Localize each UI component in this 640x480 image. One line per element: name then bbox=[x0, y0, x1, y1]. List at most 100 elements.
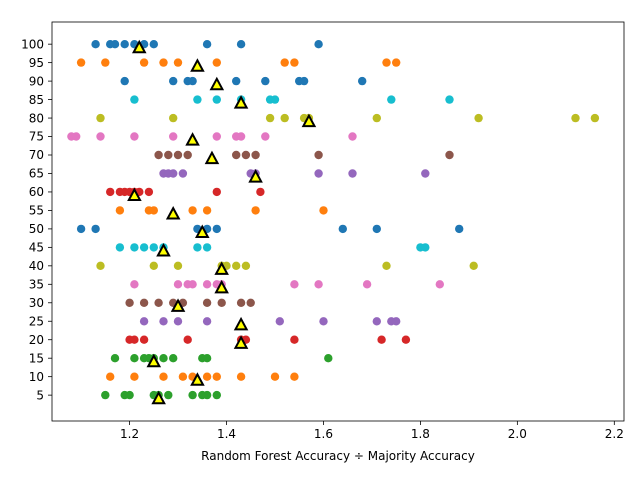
y-tick-label: 80 bbox=[29, 111, 44, 125]
data-point bbox=[173, 261, 183, 270]
mean-marker bbox=[214, 279, 229, 294]
y-axis-ticks: 5 10 15 20 25 30 35 40 45 50 55 60 65 70 75 80 85 90 95 100 bbox=[21, 37, 52, 402]
data-point bbox=[183, 150, 192, 160]
data-point bbox=[76, 224, 86, 234]
data-point bbox=[178, 372, 188, 381]
data-point bbox=[202, 390, 212, 400]
mean-marker bbox=[233, 316, 249, 331]
mean-marker bbox=[151, 390, 166, 405]
data-point bbox=[387, 95, 396, 104]
mean-marker bbox=[185, 132, 200, 146]
data-point bbox=[169, 76, 178, 86]
data-point bbox=[314, 40, 323, 49]
data-point bbox=[474, 113, 483, 123]
data-point bbox=[392, 317, 401, 326]
data-point bbox=[139, 335, 149, 344]
data-point bbox=[236, 132, 246, 141]
data-point bbox=[236, 40, 246, 49]
data-point bbox=[173, 150, 183, 160]
data-point bbox=[169, 354, 178, 363]
data-point bbox=[571, 113, 580, 123]
y-tick-label: 55 bbox=[29, 204, 44, 218]
y-tick-label: 70 bbox=[29, 148, 44, 162]
data-point bbox=[212, 58, 221, 67]
y-tick-label: 50 bbox=[29, 222, 44, 236]
data-point bbox=[169, 113, 178, 123]
data-point bbox=[348, 132, 357, 141]
data-point bbox=[217, 298, 226, 307]
y-tick-label: 95 bbox=[29, 56, 44, 70]
data-point bbox=[106, 187, 115, 197]
y-tick-label: 45 bbox=[29, 241, 44, 255]
data-point bbox=[183, 335, 192, 344]
data-point bbox=[241, 150, 251, 160]
mean-markers bbox=[127, 39, 317, 405]
mean-marker bbox=[170, 298, 186, 312]
data-point bbox=[319, 206, 328, 215]
data-point bbox=[139, 58, 149, 67]
data-point bbox=[212, 372, 221, 381]
mean-marker bbox=[190, 372, 205, 386]
mean-marker bbox=[165, 206, 181, 220]
x-tick-label: 1.4 bbox=[217, 427, 236, 441]
data-point bbox=[377, 335, 386, 344]
data-point bbox=[348, 169, 357, 178]
y-tick-label: 15 bbox=[29, 351, 44, 365]
data-point bbox=[212, 95, 221, 104]
data-point bbox=[130, 95, 139, 104]
data-point bbox=[421, 169, 430, 178]
data-point bbox=[130, 243, 139, 252]
data-point bbox=[314, 150, 323, 160]
data-point bbox=[392, 58, 401, 67]
x-tick-label: 1.2 bbox=[120, 427, 139, 441]
data-point bbox=[149, 206, 158, 215]
data-point bbox=[164, 390, 173, 400]
data-point bbox=[139, 317, 149, 326]
data-point bbox=[401, 335, 411, 344]
data-point bbox=[139, 243, 149, 252]
mean-marker bbox=[204, 150, 220, 165]
mean-marker bbox=[214, 261, 229, 275]
data-point bbox=[280, 58, 289, 67]
data-point bbox=[110, 40, 120, 49]
mean-marker bbox=[233, 335, 249, 349]
data-point bbox=[590, 113, 600, 123]
data-point bbox=[455, 224, 464, 234]
data-point bbox=[202, 280, 212, 289]
data-point bbox=[338, 224, 347, 234]
data-point bbox=[101, 390, 110, 400]
data-points bbox=[67, 40, 600, 400]
data-point bbox=[193, 243, 202, 252]
mean-marker bbox=[156, 242, 171, 257]
y-tick-label: 5 bbox=[36, 388, 44, 402]
data-point bbox=[202, 206, 212, 215]
data-point bbox=[130, 132, 139, 141]
mean-marker bbox=[190, 58, 205, 72]
data-point bbox=[299, 76, 309, 86]
y-tick-label: 20 bbox=[29, 333, 44, 347]
data-point bbox=[202, 40, 212, 49]
data-point bbox=[120, 40, 129, 49]
data-point bbox=[372, 113, 381, 123]
y-tick-label: 90 bbox=[29, 74, 44, 88]
data-point bbox=[202, 372, 212, 381]
y-tick-label: 65 bbox=[29, 167, 44, 181]
data-point bbox=[188, 280, 197, 289]
mean-marker bbox=[209, 76, 225, 91]
data-point bbox=[372, 224, 381, 234]
data-point bbox=[290, 335, 299, 344]
y-tick-label: 35 bbox=[29, 278, 44, 292]
x-tick-label: 1.6 bbox=[314, 427, 333, 441]
data-point bbox=[202, 243, 212, 252]
data-point bbox=[193, 95, 202, 104]
data-point bbox=[382, 261, 391, 270]
data-point bbox=[130, 372, 139, 381]
data-point bbox=[241, 261, 251, 270]
data-point bbox=[251, 206, 260, 215]
data-point bbox=[101, 58, 110, 67]
data-point bbox=[149, 243, 158, 252]
data-point bbox=[188, 76, 197, 86]
data-point bbox=[144, 187, 154, 197]
data-point bbox=[173, 58, 183, 67]
